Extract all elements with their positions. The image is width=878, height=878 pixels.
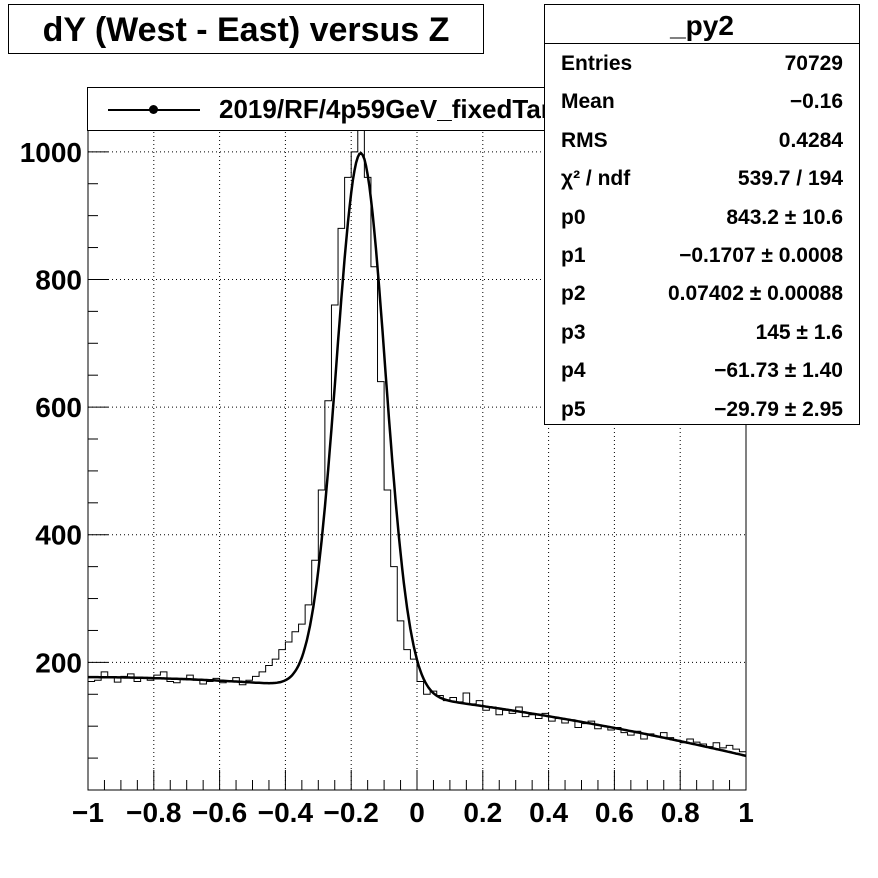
stats-value: −0.1707 ± 0.0008	[679, 243, 843, 267]
x-tick-label: 0	[409, 797, 425, 828]
stats-value: 843.2 ± 10.6	[726, 205, 843, 229]
stats-value: 539.7 / 194	[737, 167, 843, 191]
y-tick-label: 400	[35, 520, 82, 551]
stats-title: _py2	[545, 5, 859, 44]
stats-value: 0.4284	[778, 128, 843, 152]
y-tick-label: 600	[35, 392, 82, 423]
stats-row: p2 0.07402 ± 0.00088	[545, 274, 859, 312]
legend: 2019/RF/4p59GeV_fixedTarget	[87, 87, 614, 131]
x-tick-label: −1	[72, 797, 104, 828]
x-tick-label: −0.4	[258, 797, 314, 828]
stats-row: p1 −0.1707 ± 0.0008	[545, 236, 859, 274]
x-tick-label: −0.6	[192, 797, 247, 828]
stats-row: Entries 70729	[545, 44, 859, 82]
stats-value: −0.16	[789, 90, 843, 114]
fit-curve	[88, 151, 747, 758]
stats-row: Mean −0.16	[545, 82, 859, 120]
stats-box: _py2 Entries 70729 Mean −0.16 RMS 0.4284 χ²…	[544, 4, 860, 425]
stats-label: p5	[561, 397, 586, 421]
stats-label: p0	[561, 205, 586, 229]
legend-marker	[149, 105, 158, 114]
stats-row: p0 843.2 ± 10.6	[545, 198, 859, 236]
stats-label: p4	[561, 359, 586, 383]
legend-label: 2019/RF/4p59GeV_fixedTarget	[219, 94, 590, 124]
stats-label: Entries	[561, 52, 633, 75]
y-tick-label: 800	[35, 264, 82, 295]
x-tick-label: 1	[738, 797, 754, 828]
x-tick-label: 0.2	[463, 797, 502, 828]
stats-label: χ² / ndf	[561, 167, 631, 191]
stats-row: χ² / ndf 539.7 / 194	[545, 159, 859, 197]
x-tick-label: 0.4	[529, 797, 568, 828]
y-tick-label: 1000	[20, 137, 82, 168]
y-tick-label: 200	[35, 647, 82, 678]
stats-label: p1	[561, 243, 586, 267]
stats-value: −29.79 ± 2.95	[714, 397, 843, 421]
x-tick-label: −0.8	[126, 797, 181, 828]
fit-line	[88, 151, 747, 758]
x-tick-label: −0.2	[324, 797, 379, 828]
x-tick-label: 0.6	[595, 797, 634, 828]
stats-label: p2	[561, 282, 586, 306]
stats-value: 0.07402 ± 0.00088	[667, 282, 843, 306]
stats-row: p4 −61.73 ± 1.40	[545, 351, 859, 389]
stats-label: p3	[561, 320, 586, 344]
stats-label: RMS	[561, 128, 608, 152]
stats-row: p5 −29.79 ± 2.95	[545, 390, 859, 428]
tick-labels: −1 −0.8 −0.6 −0.4 −0.2 0 0.2 0.4 0.6 0.8 1 200 400 60…	[20, 137, 754, 828]
stats-row: RMS 0.4284	[545, 121, 859, 159]
x-tick-label: 0.8	[661, 797, 700, 828]
stats-value: 145 ± 1.6	[755, 320, 843, 344]
plot-title: dY (West - East) versus Z	[8, 4, 484, 54]
stats-row: p3 145 ± 1.6	[545, 313, 859, 351]
stats-value: −61.73 ± 1.40	[714, 359, 843, 383]
stats-value: 70729	[784, 52, 843, 75]
stats-label: Mean	[561, 90, 615, 114]
